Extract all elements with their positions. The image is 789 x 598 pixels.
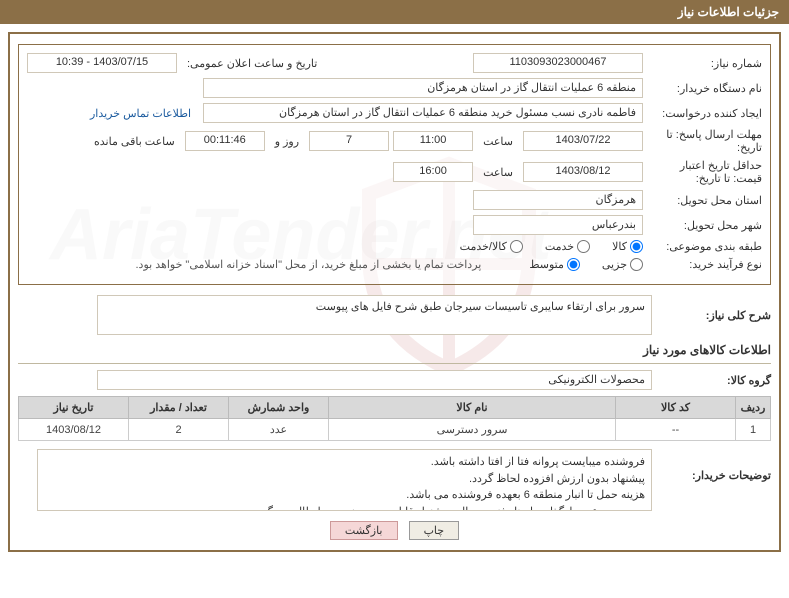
need-number-label: شماره نیاز: — [647, 57, 762, 70]
price-valid-label: حداقل تاریخ اعتبار قیمت: تا تاریخ: — [647, 159, 762, 185]
goods-section-title: اطلاعات کالاهای مورد نیاز — [18, 343, 771, 357]
buyer-notes-box[interactable]: فروشنده میبایست پروانه فتا از افتا داشته… — [37, 449, 652, 511]
city-label: شهر محل تحویل: — [647, 219, 762, 232]
description-value: سرور برای ارتقاء سایبری تاسیسات سیرجان ط… — [97, 295, 652, 335]
province-label: استان محل تحویل: — [647, 194, 762, 207]
note-line-3: در صورت عدم بارگذاری اسناد فنی و ریالی پ… — [44, 504, 645, 512]
goods-table: ردیف کد کالا نام کالا واحد شمارش تعداد /… — [18, 396, 771, 441]
requester-label: ایجاد کننده درخواست: — [647, 107, 762, 120]
province-value: هرمزگان — [473, 190, 643, 210]
th-0: ردیف — [736, 397, 771, 419]
announce-dt-label: تاریخ و ساعت اعلان عمومی: — [181, 57, 323, 70]
th-5: تاریخ نیاز — [19, 397, 129, 419]
process-type-radio-group: جزیی متوسط — [511, 258, 643, 271]
buyer-contact-link[interactable]: اطلاعات تماس خریدار — [90, 107, 191, 120]
requester-value: فاطمه نادری نسب مسئول خرید منطقه 6 عملیا… — [203, 103, 643, 123]
price-valid-date: 1403/08/12 — [523, 162, 643, 182]
td-3: عدد — [229, 419, 329, 441]
process-option-0[interactable]: جزیی — [602, 258, 643, 271]
deadline-days: 7 — [309, 131, 389, 151]
table-header-row: ردیف کد کالا نام کالا واحد شمارش تعداد /… — [19, 397, 771, 419]
group-value: محصولات الکترونیکی — [97, 370, 652, 390]
group-label: گروه کالا: — [656, 374, 771, 387]
process-radio-0[interactable] — [630, 258, 643, 271]
process-type-label: نوع فرآیند خرید: — [647, 258, 762, 271]
deadline-days-label: روز و — [269, 135, 305, 148]
page-title: جزئیات اطلاعات نیاز — [678, 5, 779, 19]
category-option-2[interactable]: کالا/خدمت — [460, 240, 523, 253]
process-radio-1[interactable] — [567, 258, 580, 271]
th-3: واحد شمارش — [229, 397, 329, 419]
td-1: -- — [616, 419, 736, 441]
td-2: سرور دسترسی — [329, 419, 616, 441]
deadline-time: 11:00 — [393, 131, 473, 151]
main-frame: AriaTender.net شماره نیاز: 1103093023000… — [8, 32, 781, 552]
td-0: 1 — [736, 419, 771, 441]
process-note: پرداخت تمام یا بخشی از مبلغ خرید، از محل… — [130, 258, 488, 271]
th-1: کد کالا — [616, 397, 736, 419]
buyer-notes-label: توضیحات خریدار: — [656, 449, 771, 482]
footer-buttons: چاپ بازگشت — [18, 521, 771, 540]
divider — [18, 363, 771, 364]
page-header: جزئیات اطلاعات نیاز — [0, 0, 789, 24]
print-button[interactable]: چاپ — [409, 521, 460, 540]
category-radio-2[interactable] — [510, 240, 523, 253]
note-line-1: پیشنهاد بدون ارزش افزوده لحاظ گردد. — [44, 471, 645, 488]
category-label: طبقه بندی موضوعی: — [647, 240, 762, 253]
price-valid-time: 16:00 — [393, 162, 473, 182]
deadline-remain-label: ساعت باقی مانده — [88, 135, 181, 148]
buyer-org-label: نام دستگاه خریدار: — [647, 82, 762, 95]
description-label: شرح کلی نیاز: — [656, 309, 771, 322]
category-option-0[interactable]: کالا — [612, 240, 643, 253]
deadline-date: 1403/07/22 — [523, 131, 643, 151]
details-box: شماره نیاز: 1103093023000467 تاریخ و ساع… — [18, 44, 771, 285]
note-line-2: هزینه حمل تا انبار منطقه 6 بعهده فروشنده… — [44, 487, 645, 504]
announce-dt-value: 1403/07/15 - 10:39 — [27, 53, 177, 73]
category-radio-0[interactable] — [630, 240, 643, 253]
city-value: بندرعباس — [473, 215, 643, 235]
price-valid-time-label: ساعت — [477, 166, 519, 179]
td-5: 1403/08/12 — [19, 419, 129, 441]
table-row: 1 -- سرور دسترسی عدد 2 1403/08/12 — [19, 419, 771, 441]
th-4: تعداد / مقدار — [129, 397, 229, 419]
back-button[interactable]: بازگشت — [330, 521, 398, 540]
category-radio-group: کالا خدمت کالا/خدمت — [442, 240, 643, 253]
td-4: 2 — [129, 419, 229, 441]
th-2: نام کالا — [329, 397, 616, 419]
process-option-1[interactable]: متوسط — [529, 258, 580, 271]
deadline-countdown: 00:11:46 — [185, 131, 265, 151]
buyer-org-value: منطقه 6 عملیات انتقال گاز در استان هرمزگ… — [203, 78, 643, 98]
deadline-time-label: ساعت — [477, 135, 519, 148]
need-number-value: 1103093023000467 — [473, 53, 643, 73]
category-radio-1[interactable] — [577, 240, 590, 253]
note-line-0: فروشنده میبایست پروانه فتا از افتا داشته… — [44, 454, 645, 471]
deadline-label: مهلت ارسال پاسخ: تا تاریخ: — [647, 128, 762, 154]
category-option-1[interactable]: خدمت — [545, 240, 590, 253]
